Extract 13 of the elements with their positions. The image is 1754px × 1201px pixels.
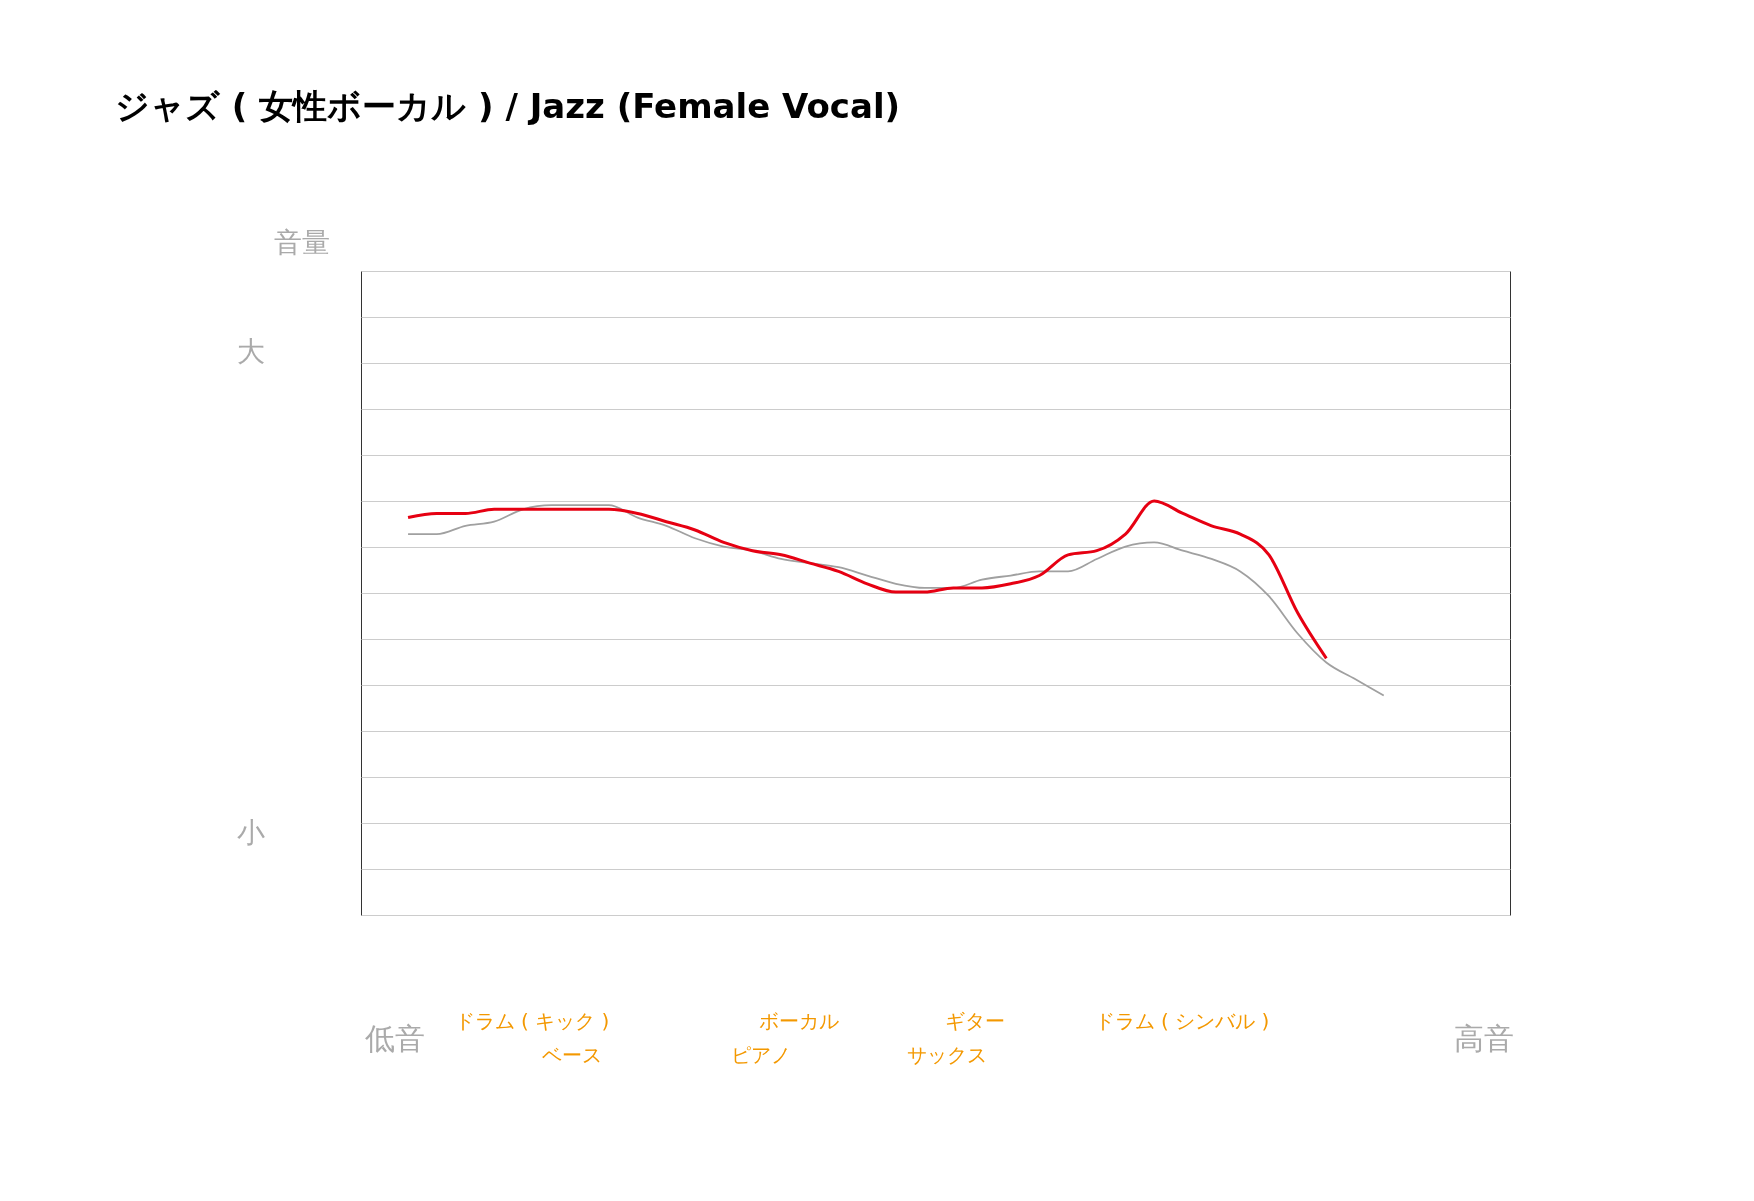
text: ギター xyxy=(945,1009,1005,1033)
text: 小 xyxy=(237,816,265,849)
text: サックス xyxy=(907,1043,987,1067)
text: ボーカル xyxy=(759,1009,839,1033)
text: ドラム ( シンバル ) xyxy=(1094,1009,1270,1033)
text: ドラム ( キック ) xyxy=(454,1009,610,1033)
text: ピアノ xyxy=(731,1043,791,1067)
chart-title: ジャズ ( 女性ボーカル ) / Jazz (Female Vocal) xyxy=(115,86,901,126)
text: 高音 xyxy=(1454,1021,1514,1056)
text: 低音 xyxy=(365,1021,425,1056)
text: 大 xyxy=(237,335,265,368)
text: 音量 xyxy=(274,226,330,259)
text: ベース xyxy=(542,1043,602,1067)
